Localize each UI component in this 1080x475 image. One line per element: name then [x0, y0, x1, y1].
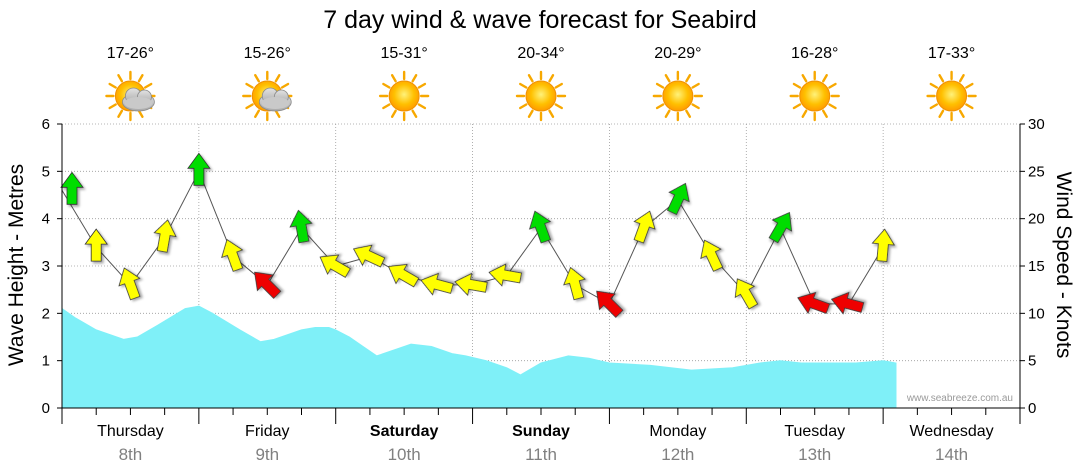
wind-arrow [662, 179, 695, 217]
day-name-label: Monday [649, 423, 706, 440]
wind-arrow [188, 153, 210, 185]
wind-arrow [589, 283, 627, 321]
wind-arrow [487, 262, 522, 289]
wind-arrow [628, 207, 660, 245]
temperature-range-label: 15-26° [244, 45, 291, 62]
left-tick-label: 3 [42, 258, 50, 275]
wind-arrows [61, 153, 896, 321]
wind-arrow [61, 172, 83, 204]
day-date-label: 12th [661, 445, 694, 464]
partly-cloudy-icon [243, 72, 291, 120]
day-date-label: 9th [255, 445, 279, 464]
left-tick-label: 2 [42, 305, 50, 322]
sun-icon [791, 72, 839, 120]
wind-arrow [525, 207, 557, 245]
day-name-label: Sunday [512, 423, 570, 440]
right-tick-label: 15 [1028, 258, 1045, 275]
left-axis-label: Wave Height - Metres [5, 164, 28, 366]
left-tick-label: 6 [42, 116, 50, 133]
sun-icon [380, 72, 428, 120]
temperature-range-label: 20-34° [517, 45, 564, 62]
right-tick-label: 10 [1028, 305, 1045, 322]
right-tick-label: 20 [1028, 211, 1045, 228]
day-date-label: 13th [798, 445, 831, 464]
temperature-range-label: 17-33° [928, 45, 975, 62]
day-date-label: 11th [525, 445, 557, 464]
weather-icon-row [106, 72, 975, 120]
day-date-label: 14th [935, 445, 968, 464]
right-tick-label: 25 [1028, 163, 1045, 180]
left-axis-ticks: 0 1 2 3 4 5 6 [42, 116, 62, 417]
wind-arrow [217, 236, 249, 274]
partly-cloudy-icon [106, 72, 154, 120]
sun-icon [928, 72, 976, 120]
wind-arrow [794, 287, 832, 319]
wind-arrow [151, 218, 178, 253]
wind-arrow [349, 239, 387, 272]
temperature-range-label: 16-28° [791, 45, 838, 62]
left-tick-label: 0 [42, 400, 50, 417]
wind-arrow [560, 265, 590, 302]
wind-arrow [315, 247, 354, 282]
chart-title: 7 day wind & wave forecast for Seabird [323, 6, 757, 34]
wind-arrow [453, 271, 488, 298]
day-date-label: 10th [388, 445, 421, 464]
wind-arrow [829, 289, 866, 319]
wind-arrow [418, 270, 455, 300]
wind-arrow [247, 264, 285, 302]
day-labels: Thursday 8th Friday 9th Saturday 10th Sunday 11… [97, 423, 994, 464]
right-tick-label: 30 [1028, 116, 1045, 133]
right-tick-label: 5 [1028, 353, 1036, 370]
temperature-range-label: 20-29° [654, 45, 701, 62]
wave-height-area [62, 306, 896, 408]
wind-arrow [871, 228, 896, 262]
day-name-label: Tuesday [784, 423, 845, 440]
sun-icon [517, 72, 565, 120]
left-tick-label: 1 [42, 353, 50, 370]
right-axis-ticks: 0 5 10 15 20 25 30 [1020, 116, 1045, 417]
left-tick-label: 5 [42, 163, 50, 180]
watermark: www.seabreeze.com.au [906, 393, 1013, 404]
temperature-range-label: 15-31° [380, 45, 427, 62]
day-name-label: Thursday [97, 423, 164, 440]
day-date-label: 8th [119, 445, 143, 464]
day-name-label: Saturday [370, 423, 439, 440]
day-name-label: Friday [245, 423, 289, 440]
right-axis-label: Wind Speed - Knots [1052, 172, 1075, 359]
right-tick-label: 0 [1028, 400, 1036, 417]
left-tick-label: 4 [42, 211, 50, 228]
temperature-row: 17-26° 15-26° 15-31° 20-34° 20-29° 16-28° 17-3… [107, 45, 975, 62]
wind-arrow [383, 257, 422, 292]
temperature-range-label: 17-26° [107, 45, 154, 62]
day-name-label: Wednesday [909, 423, 993, 440]
wind-arrow [764, 207, 799, 246]
sun-icon [654, 72, 702, 120]
